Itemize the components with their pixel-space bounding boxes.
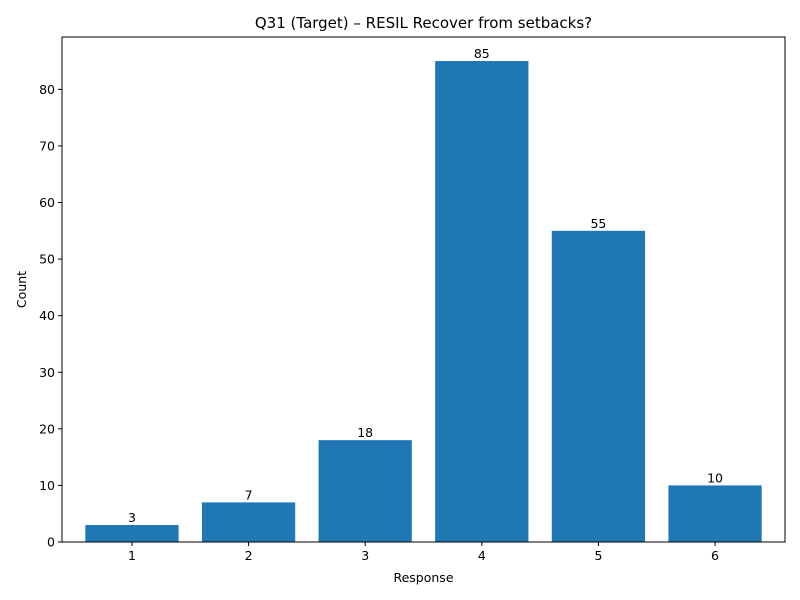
y-tick-label-70: 70	[39, 138, 55, 153]
y-tick-label-30: 30	[39, 365, 55, 380]
bars-group	[85, 61, 762, 543]
data-label-4: 85	[474, 46, 490, 61]
y-axis-title: Count	[14, 271, 29, 308]
bar-6	[668, 485, 762, 542]
data-label-5: 55	[590, 216, 606, 231]
x-axis: 1 2 3 4 5 6	[128, 542, 719, 563]
bar-2	[201, 502, 296, 542]
y-tick-label-40: 40	[39, 308, 55, 323]
x-tick-label-4: 4	[478, 548, 486, 563]
bar-1	[85, 525, 179, 542]
bar-5	[551, 230, 646, 542]
chart-title: Q31 (Target) – RESIL Recover from setbac…	[255, 14, 592, 32]
data-label-3: 18	[357, 425, 373, 440]
data-label-6: 10	[707, 470, 723, 485]
x-tick-label-3: 3	[361, 548, 369, 563]
bar-3	[318, 440, 412, 542]
x-axis-title: Response	[393, 570, 453, 585]
y-tick-label-10: 10	[39, 478, 55, 493]
y-tick-label-80: 80	[39, 82, 55, 97]
y-tick-label-60: 60	[39, 195, 55, 210]
x-tick-label-5: 5	[594, 548, 602, 563]
y-tick-label-50: 50	[39, 252, 55, 267]
data-label-1: 3	[128, 510, 136, 525]
data-labels-group: 3 7 18 85 55 10	[128, 46, 723, 525]
data-label-2: 7	[245, 487, 253, 502]
y-tick-label-0: 0	[47, 535, 55, 550]
bar-4	[435, 61, 529, 543]
y-axis: 0 10 20 30 40 50 60 70 80	[39, 82, 62, 550]
y-tick-label-20: 20	[39, 421, 55, 436]
x-tick-label-2: 2	[245, 548, 253, 563]
x-tick-label-6: 6	[711, 548, 719, 563]
x-tick-label-1: 1	[128, 548, 136, 563]
plot-frame	[61, 36, 786, 543]
